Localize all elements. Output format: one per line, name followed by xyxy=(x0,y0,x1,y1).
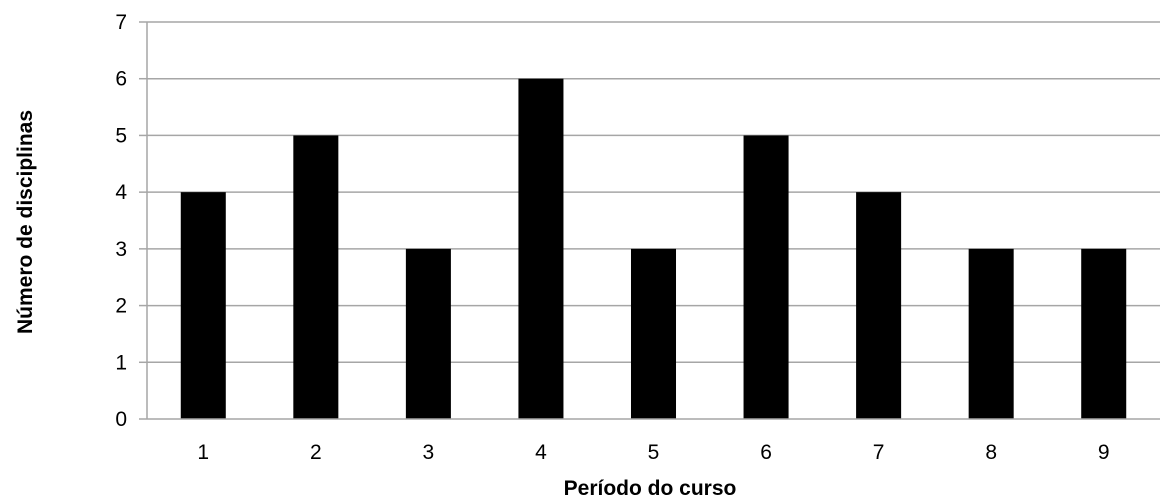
bar-2 xyxy=(293,135,339,419)
y-tick-label: 7 xyxy=(115,11,127,34)
bar-9 xyxy=(1081,248,1127,419)
y-tick-label: 2 xyxy=(115,295,127,318)
x-tick-label: 2 xyxy=(310,441,322,464)
bar-3 xyxy=(405,248,451,419)
y-tick-label: 4 xyxy=(115,181,127,204)
x-tick-labels: 1 2 3 4 5 6 7 8 9 xyxy=(197,441,1109,464)
bar-4 xyxy=(518,78,564,419)
y-axis-title: Número de disciplinas xyxy=(14,110,37,334)
x-tick-label: 7 xyxy=(873,441,885,464)
x-tick-label: 6 xyxy=(760,441,772,464)
bar-7 xyxy=(856,192,902,419)
bars xyxy=(180,78,1127,419)
y-tick-label: 0 xyxy=(115,408,127,431)
bar-1 xyxy=(180,192,226,419)
x-tick-label: 5 xyxy=(648,441,660,464)
bar-5 xyxy=(630,248,677,419)
y-tick-label: 5 xyxy=(115,124,127,147)
bar-6 xyxy=(743,135,789,419)
y-tick-label: 3 xyxy=(115,238,127,261)
y-tick-labels: 0 1 2 3 4 5 6 7 xyxy=(115,11,147,431)
axes xyxy=(146,22,1160,420)
x-tick-label: 3 xyxy=(423,441,435,464)
x-tick-label: 9 xyxy=(1098,441,1110,464)
y-tick-label: 1 xyxy=(115,351,127,374)
x-tick-label: 1 xyxy=(197,441,209,464)
x-tick-label: 4 xyxy=(535,441,547,464)
x-axis-title: Período do curso xyxy=(564,477,737,500)
y-tick-label: 6 xyxy=(115,68,127,91)
bar-8 xyxy=(968,248,1014,419)
x-tick-label: 8 xyxy=(985,441,997,464)
